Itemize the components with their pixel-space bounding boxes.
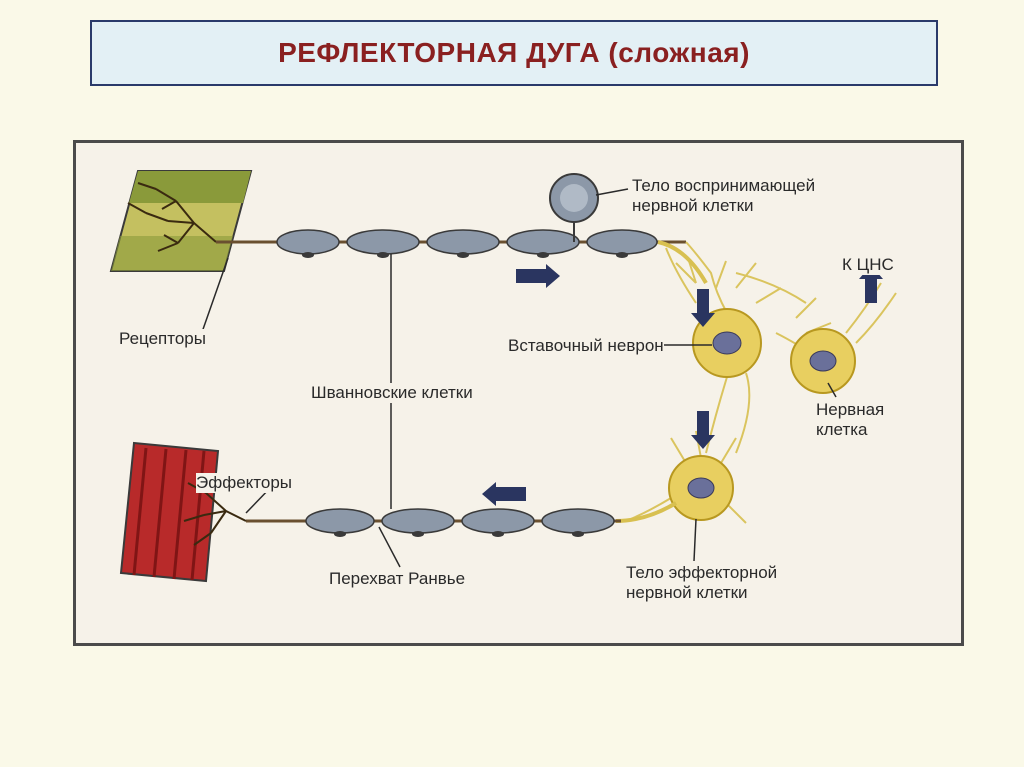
schwann-cells-bottom <box>306 509 614 537</box>
label-ranvier: Перехват Ранвье <box>329 569 465 589</box>
label-effectors: Эффекторы <box>196 473 292 493</box>
diagram-frame: Рецепторы Шванновские клетки Тело воспри… <box>73 140 964 646</box>
reflex-arc-diagram <box>76 143 961 643</box>
label-to-cns: К ЦНС <box>842 255 894 275</box>
schwann-cells-top <box>277 230 657 258</box>
label-interneuron: Вставочный неврон <box>508 336 664 356</box>
label-schwann: Шванновские клетки <box>311 383 473 403</box>
title-box: РЕФЛЕКТОРНАЯ ДУГА (сложная) <box>90 20 938 86</box>
skin-patch <box>111 171 251 271</box>
label-effector-body: Тело эффекторной нервной клетки <box>626 563 777 602</box>
neurons-group <box>626 242 896 523</box>
label-sensory-body: Тело воспринимающей нервной клетки <box>632 176 815 215</box>
label-nerve-cell: Нервная клетка <box>816 400 884 439</box>
muscle-effector <box>121 443 246 581</box>
title-text: РЕФЛЕКТОРНАЯ ДУГА (сложная) <box>278 37 750 69</box>
label-receptors: Рецепторы <box>119 329 206 349</box>
